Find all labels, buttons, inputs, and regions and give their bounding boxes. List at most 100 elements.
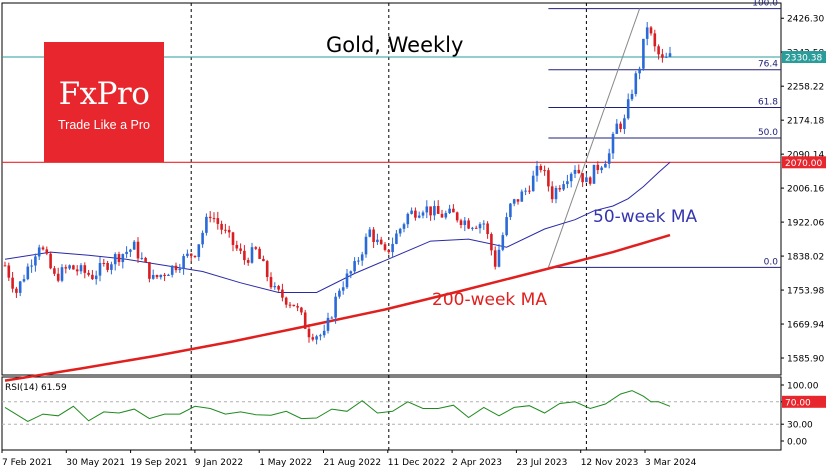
candle-body (49, 253, 52, 269)
candle-body (410, 210, 413, 214)
y-tick-label: 1585.90 (787, 355, 824, 365)
candle-body (398, 228, 402, 234)
candle-body (353, 261, 356, 272)
candle-body (303, 312, 307, 329)
candle-body (486, 223, 489, 235)
logo-name: FxPro (58, 76, 150, 112)
candle-body (585, 177, 588, 183)
candle-body (72, 265, 75, 270)
candle-body (224, 229, 227, 231)
candle-body (562, 184, 565, 190)
candle-body (208, 216, 212, 219)
fib-level-label: 50.0 (758, 128, 778, 138)
candle-body (550, 186, 554, 200)
candle-body (79, 265, 83, 272)
candle-body (75, 269, 79, 272)
candle-body (15, 288, 18, 293)
candle-body (22, 279, 26, 282)
candle-body (512, 199, 516, 204)
candle-body (668, 53, 672, 57)
candle-body (178, 268, 182, 271)
candle-body (661, 54, 664, 58)
fib-level-label: 61.8 (758, 98, 778, 108)
candle-body (288, 304, 292, 306)
candle-body (197, 244, 201, 257)
candle-body (391, 243, 394, 253)
current-price-label: 2330.38 (785, 54, 822, 64)
candle-body (600, 167, 603, 171)
candle-body (243, 250, 246, 261)
candle-body (471, 227, 474, 229)
candle-body (334, 296, 337, 318)
candle-body (231, 232, 235, 245)
candle-body (174, 265, 178, 271)
x-tick-label: 1 May 2022 (259, 458, 312, 468)
candle-body (649, 27, 653, 34)
candle-body (577, 169, 581, 174)
candle-body (436, 206, 440, 214)
candle-body (235, 244, 239, 249)
candle-body (429, 206, 432, 216)
candle-body (493, 250, 497, 267)
candle-body (368, 229, 372, 237)
candle-body (467, 220, 470, 229)
candle-body (615, 123, 619, 134)
x-tick-label: 30 May 2021 (66, 458, 125, 468)
candle-body (121, 254, 125, 263)
candle-body (531, 175, 535, 192)
rsi-overbought-label: 70.00 (785, 398, 811, 408)
x-tick-label: 21 Aug 2022 (324, 458, 382, 468)
candle-body (376, 239, 379, 243)
candle-body (357, 260, 360, 262)
candle-body (193, 255, 197, 257)
y-tick-label: 1753.98 (787, 287, 824, 297)
candle-body (497, 249, 501, 267)
candle-body (558, 188, 562, 190)
candle-body (41, 247, 45, 250)
rsi-panel-frame (1, 376, 782, 451)
candle-body (452, 208, 455, 213)
y-tick-label: 2090.14 (787, 151, 824, 161)
candle-body (56, 273, 60, 281)
candle-body (151, 274, 155, 279)
candle-body (566, 181, 569, 185)
candle-body (18, 281, 22, 293)
candle-body (611, 133, 615, 154)
candle-body (296, 306, 299, 308)
candle-body (125, 251, 128, 255)
candle-body (482, 223, 486, 225)
candle-body (569, 173, 573, 182)
candle-body (330, 317, 334, 319)
candle-body (281, 289, 284, 298)
candle-body (307, 328, 311, 338)
y-tick-label: 2174.18 (787, 117, 824, 127)
candle-body (186, 253, 189, 257)
candle-body (623, 118, 626, 129)
candle-body (106, 263, 109, 270)
candle-body (102, 262, 106, 264)
candle-body (216, 218, 220, 224)
x-tick-label: 3 Mar 2024 (645, 458, 697, 468)
candle-body (535, 165, 539, 176)
candle-body (440, 213, 444, 218)
candle-body (319, 335, 322, 337)
candle-body (638, 68, 641, 74)
candle-body (505, 217, 508, 236)
level-price-label-bg (782, 156, 826, 169)
candle-body (98, 262, 102, 276)
x-tick-label: 19 Sep 2021 (131, 458, 188, 468)
candle-body (311, 337, 315, 340)
candle-body (246, 260, 250, 263)
candle-body (338, 290, 341, 297)
candle-body (94, 275, 98, 280)
candle-body (516, 199, 520, 202)
candle-body (528, 190, 531, 192)
candle-body (372, 229, 375, 243)
current-price-label-bg (782, 51, 826, 64)
candle-body (117, 254, 121, 263)
candle-body (581, 173, 584, 183)
candle-body (254, 247, 258, 249)
candle-body (414, 210, 417, 218)
candles-group (3, 22, 672, 345)
